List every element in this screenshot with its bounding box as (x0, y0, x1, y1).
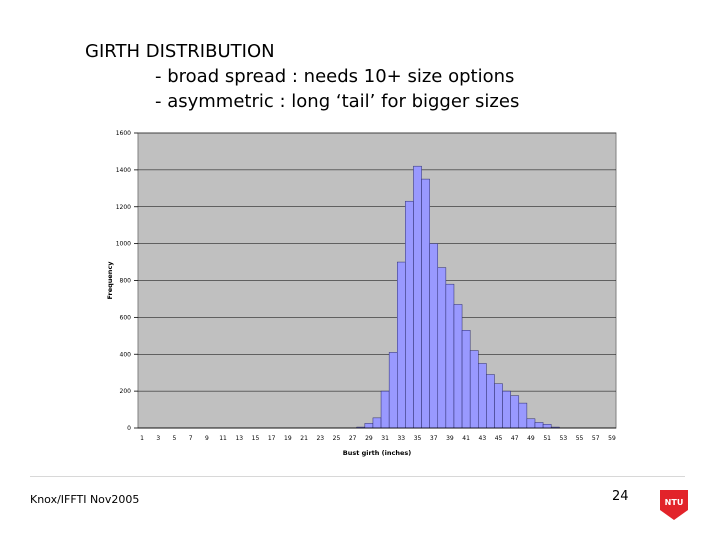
x-tick-label: 9 (205, 435, 209, 442)
histogram-bar (437, 267, 447, 429)
y-axis-label: Frequency (106, 261, 114, 300)
x-tick-label: 47 (511, 435, 519, 442)
logo-text: NTU (665, 498, 684, 507)
bullet-broad-spread: - broad spread : needs 10+ size options (155, 66, 515, 87)
histogram-bar (405, 200, 414, 429)
y-tick-label: 1600 (116, 130, 131, 137)
y-tick-label: 200 (120, 388, 132, 395)
x-tick-label: 11 (219, 435, 227, 442)
histogram-bar (486, 374, 495, 429)
y-tick-label: 0 (127, 425, 131, 432)
histogram-bar (453, 304, 463, 429)
x-tick-label: 1 (140, 435, 144, 442)
x-tick-label: 23 (316, 435, 324, 442)
x-tick-label: 7 (189, 435, 193, 442)
histogram-bar (372, 417, 382, 429)
y-tick-label: 600 (120, 314, 132, 321)
footer-credit: Knox/IFFTI Nov2005 (30, 493, 140, 506)
x-tick-label: 57 (592, 435, 600, 442)
y-tick-label: 1200 (116, 204, 131, 211)
histogram-bar (526, 418, 536, 429)
histogram-bar (413, 165, 422, 429)
y-tick-label: 800 (120, 278, 132, 285)
logo-shield (660, 490, 688, 520)
footer-divider (30, 476, 685, 477)
x-tick-label: 59 (608, 435, 616, 442)
histogram-bar (510, 395, 520, 429)
x-tick-label: 17 (268, 435, 276, 442)
x-tick-label: 27 (349, 435, 357, 442)
x-tick-label: 45 (495, 435, 503, 442)
histogram-bar (518, 402, 528, 429)
ntu-logo: NTU (660, 490, 688, 520)
x-tick-label: 33 (397, 435, 405, 442)
histogram-bar (502, 390, 511, 429)
histogram-bar (542, 424, 552, 429)
histogram-bar (494, 383, 503, 429)
histogram-bar (445, 283, 455, 429)
x-tick-label: 49 (527, 435, 535, 442)
x-tick-label: 21 (300, 435, 308, 442)
histogram-bar (478, 363, 487, 429)
histogram-bar (421, 178, 430, 429)
x-tick-label: 37 (430, 435, 438, 442)
x-tick-label: 41 (462, 435, 470, 442)
x-tick-label: 19 (284, 435, 292, 442)
x-tick-label: 5 (173, 435, 177, 442)
x-tick-label: 51 (543, 435, 551, 442)
x-tick-label: 35 (414, 435, 422, 442)
y-tick-label: 1000 (116, 241, 131, 248)
x-tick-label: 39 (446, 435, 454, 442)
y-tick-label: 400 (120, 351, 132, 358)
y-tick-label: 1400 (116, 167, 131, 174)
histogram-bar (380, 390, 390, 429)
histogram-bar (397, 261, 406, 429)
slide-title: GIRTH DISTRIBUTION (85, 41, 275, 62)
x-tick-label: 53 (560, 435, 568, 442)
x-tick-label: 15 (252, 435, 260, 442)
x-tick-label: 13 (235, 435, 243, 442)
histogram-bar (429, 243, 439, 429)
x-tick-label: 3 (156, 435, 160, 442)
histogram-bar (534, 422, 544, 429)
x-axis-label: Bust girth (inches) (343, 449, 411, 457)
histogram-bar (388, 352, 398, 429)
x-tick-label: 31 (381, 435, 389, 442)
x-tick-label: 43 (479, 435, 487, 442)
x-tick-label: 29 (365, 435, 373, 442)
page-number: 24 (612, 489, 629, 504)
x-tick-label: 25 (333, 435, 341, 442)
histogram-bar (461, 330, 471, 429)
x-tick-label: 55 (576, 435, 584, 442)
bullet-asymmetric: - asymmetric : long ‘tail’ for bigger si… (155, 91, 520, 112)
histogram-bar (364, 423, 374, 429)
histogram-bar (469, 350, 479, 429)
